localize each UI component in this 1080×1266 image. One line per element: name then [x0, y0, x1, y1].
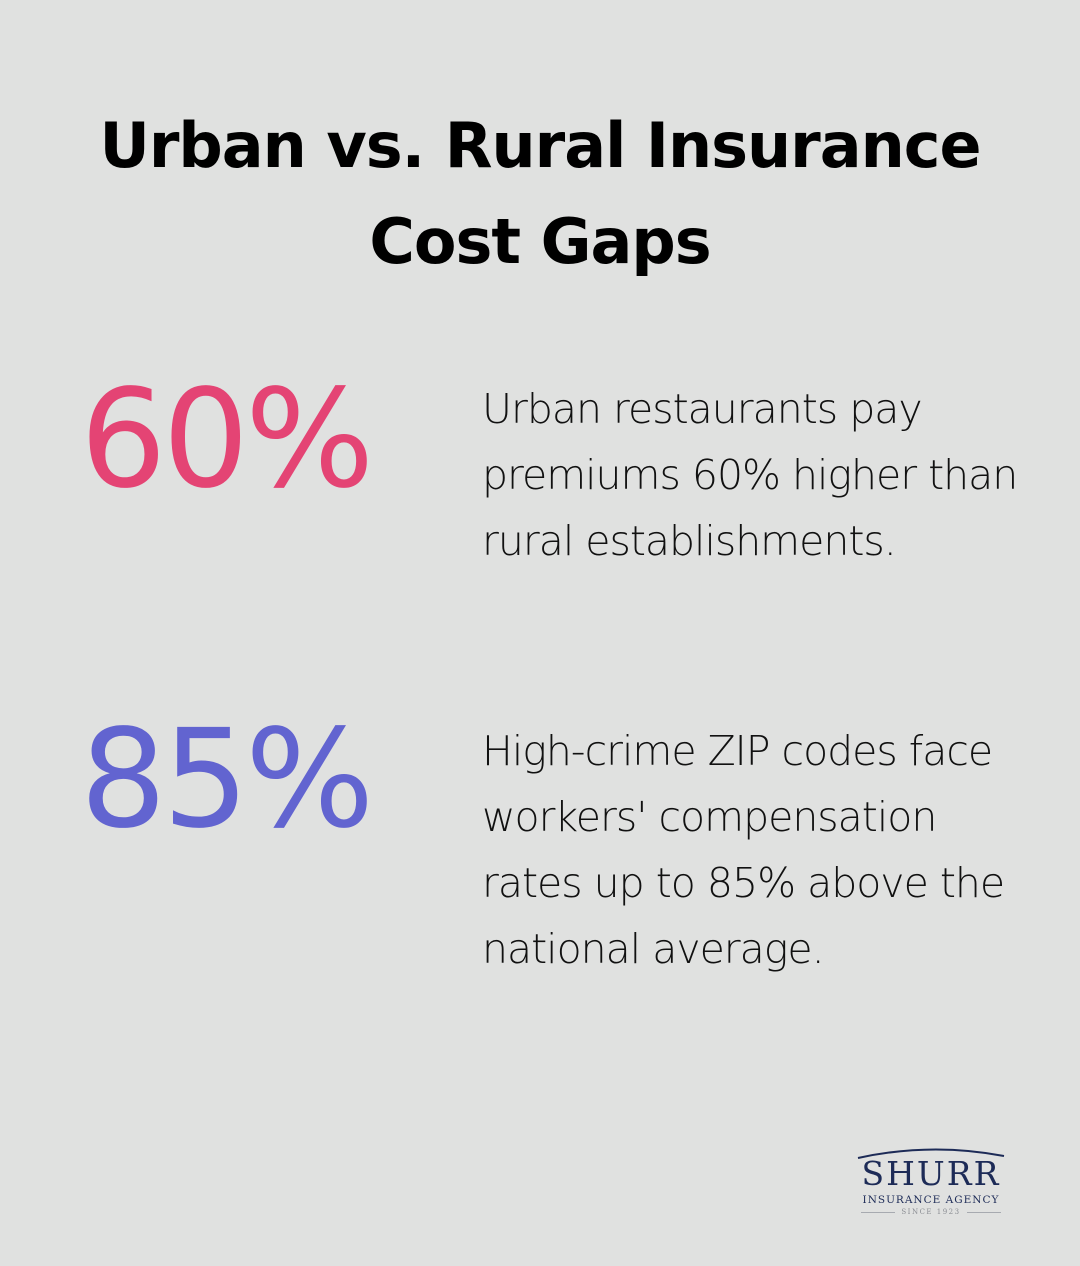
page-title: Urban vs. Rural Insurance Cost Gaps [0, 98, 1080, 290]
stat-value-urban-premium: 60% [80, 361, 374, 519]
title-line-1: Urban vs. Rural Insurance [99, 109, 981, 182]
logo-rule-left [861, 1212, 896, 1213]
logo-since: SINCE 1923 [846, 1208, 1016, 1217]
logo-arc-icon [857, 1148, 1005, 1159]
logo-name: SHURR [861, 1154, 1001, 1193]
logo-subtitle: INSURANCE AGENCY [862, 1194, 1000, 1206]
stat-value-high-crime-comp: 85% [80, 701, 374, 859]
stat-description-high-crime-comp: High-crime ZIP codes face workers' compe… [482, 727, 1005, 973]
stat-description-urban-premium: Urban restaurants pay premiums 60% highe… [482, 385, 1018, 565]
logo-rule-right [966, 1212, 1001, 1213]
title-line-2: Cost Gaps [369, 205, 711, 278]
shurr-logo: SHURR INSURANCE AGENCY SINCE 1923 [846, 1146, 1016, 1226]
logo-since-text: SINCE 1923 [901, 1208, 961, 1216]
